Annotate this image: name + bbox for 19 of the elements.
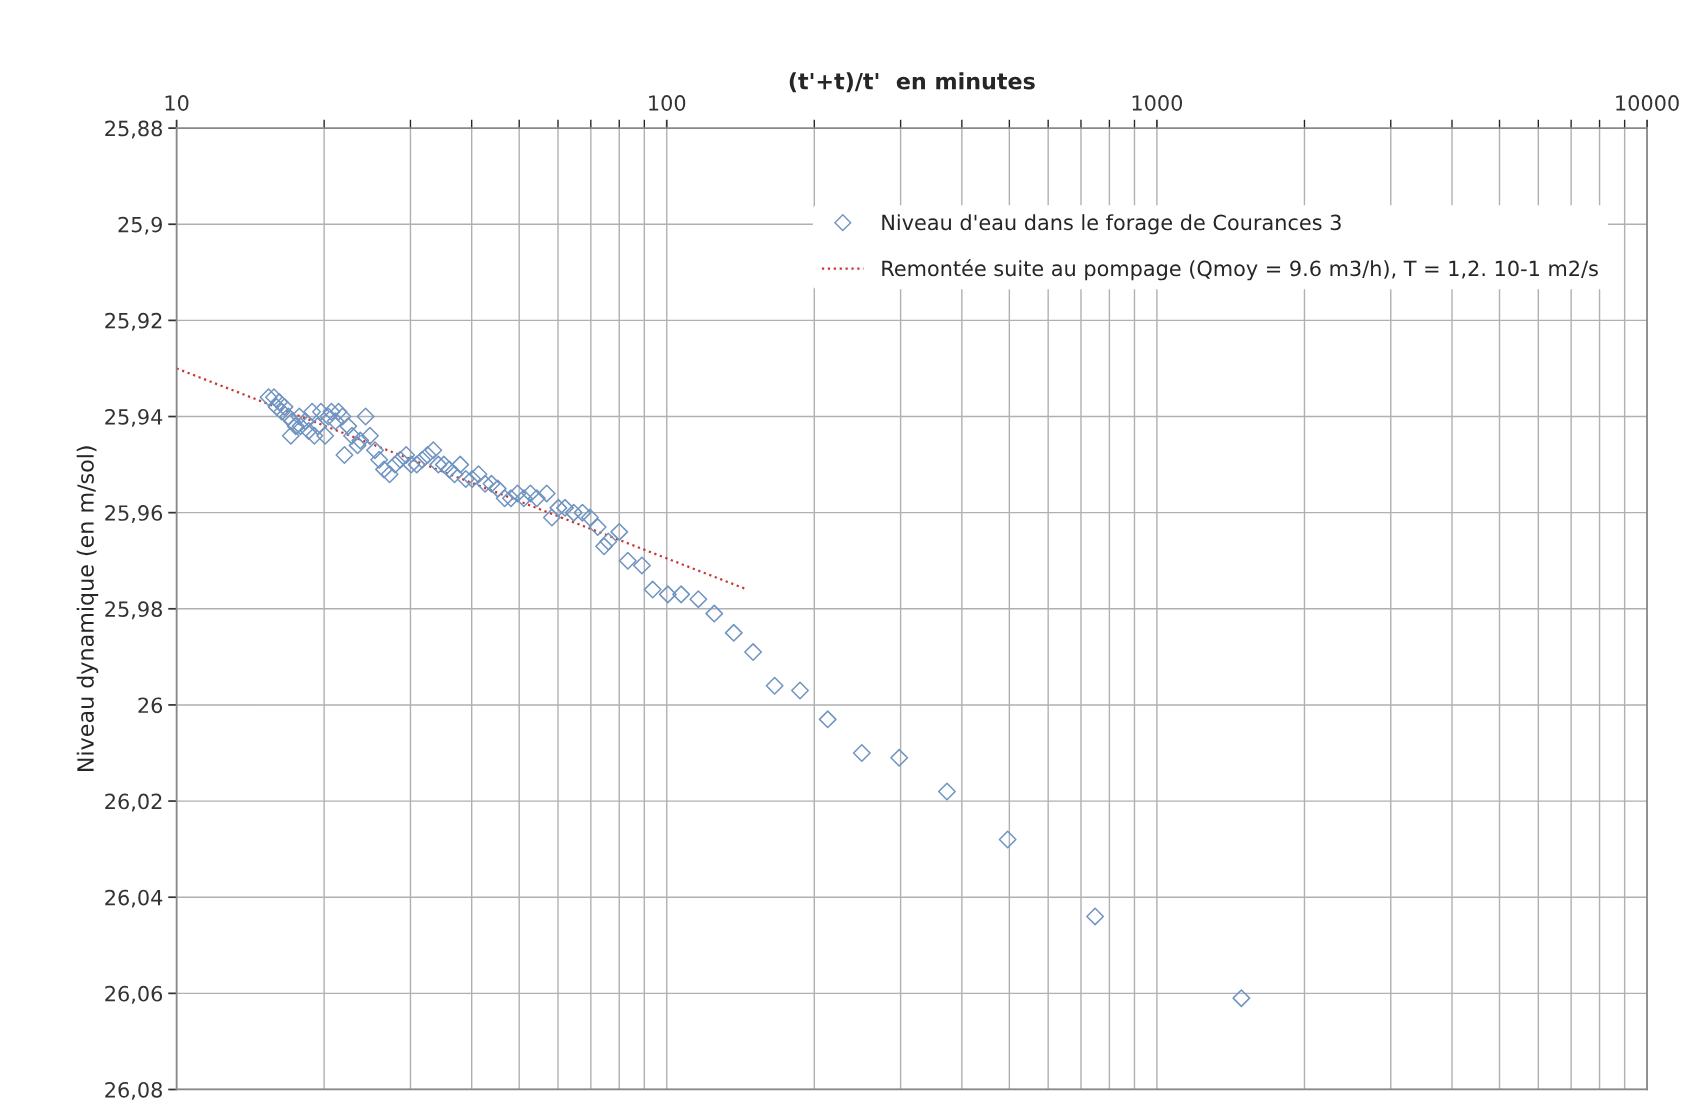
legend-label: Remontée suite au pompage (Qmoy = 9.6 m3/h), T = 1,2. 10-1 m2/s: [882, 259, 1598, 281]
y-axis-title: Niveau dynamique (en m/sol): [76, 446, 99, 771]
x-tick-label: 1000: [1132, 95, 1183, 111]
y-tick-label: 25,92: [105, 312, 162, 331]
x-tick-label: 10: [165, 95, 189, 111]
y-tick-label: 25,88: [105, 120, 162, 139]
y-tick-label: 25,9: [118, 216, 162, 235]
y-tick-label: 25,94: [105, 408, 163, 427]
y-tick-label: 25,98: [105, 601, 162, 620]
legend-label: Niveau d'eau dans le forage de Courances 3: [882, 214, 1341, 235]
y-tick-label: 26,02: [105, 793, 162, 812]
y-tick-label: 25,96: [105, 505, 163, 523]
x-axis-title: (t'+t)/t' en minutes: [789, 72, 1035, 93]
y-tick-label: 26,06: [105, 985, 163, 1004]
y-tick-label: 26: [138, 697, 163, 714]
x-tick-label: 100: [649, 95, 686, 111]
x-tick-label: 10000: [1616, 95, 1679, 111]
y-tick-label: 26,08: [105, 1081, 162, 1100]
y-tick-label: 26,04: [105, 889, 163, 908]
